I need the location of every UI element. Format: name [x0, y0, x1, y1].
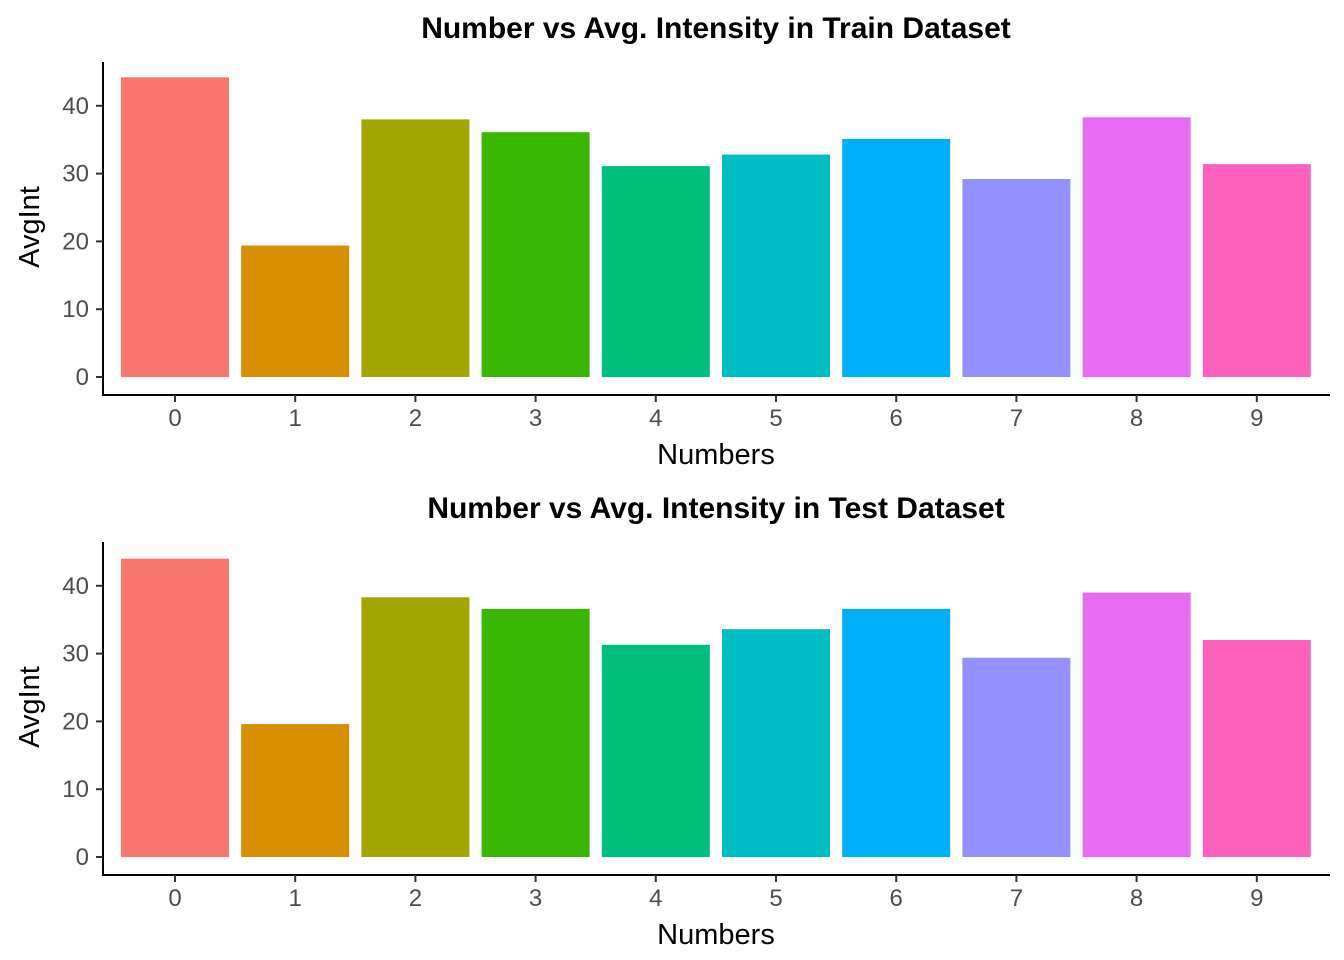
chart-title: Number vs Avg. Intensity in Test Dataset	[427, 492, 1004, 525]
x-tick-label: 0	[168, 885, 181, 912]
y-tick-label: 10	[62, 296, 89, 323]
bar-1	[241, 724, 350, 857]
bar-2	[361, 597, 470, 857]
x-tick-label: 5	[769, 405, 782, 432]
bar-8	[1082, 592, 1191, 857]
x-tick-label: 1	[289, 405, 302, 432]
bar-0	[121, 77, 229, 378]
bar-4	[601, 644, 710, 857]
x-tick-label: 1	[289, 885, 302, 912]
bar-1	[241, 245, 350, 377]
y-tick-label: 30	[62, 641, 89, 668]
x-tick-label: 4	[649, 885, 662, 912]
bars-group	[121, 77, 1311, 378]
bar-3	[481, 132, 590, 377]
x-tick-label: 8	[1130, 885, 1143, 912]
x-axis-title: Numbers	[657, 439, 775, 471]
x-axis-title: Numbers	[657, 919, 775, 951]
bars-group	[121, 558, 1311, 857]
x-ticks-group: 0 1 2 3 4 5 6 7 8 9	[168, 875, 1263, 912]
y-tick-label: 20	[62, 708, 89, 735]
x-tick-label: 2	[409, 885, 422, 912]
y-ticks-group: 0 10 20 30 40	[62, 573, 103, 871]
bar-3	[481, 608, 590, 857]
chart-title: Number vs Avg. Intensity in Train Datase…	[421, 12, 1011, 45]
bar-5	[722, 629, 830, 857]
x-tick-label: 8	[1130, 405, 1143, 432]
y-tick-label: 0	[76, 844, 89, 871]
x-tick-label: 7	[1010, 885, 1023, 912]
y-tick-label: 20	[62, 228, 89, 255]
y-tick-label: 40	[62, 573, 89, 600]
bar-7	[962, 179, 1071, 377]
train-bar-chart: Number vs Avg. Intensity in Train Datase…	[14, 12, 1330, 471]
x-tick-label: 6	[890, 885, 903, 912]
bar-7	[962, 657, 1071, 857]
test-bar-chart: Number vs Avg. Intensity in Test Dataset…	[14, 492, 1330, 951]
y-ticks-group: 0 10 20 30 40	[62, 93, 103, 391]
y-tick-label: 40	[62, 93, 89, 120]
bar-6	[842, 139, 951, 377]
x-tick-label: 9	[1250, 885, 1263, 912]
bar-4	[601, 166, 710, 377]
bar-0	[121, 558, 229, 857]
bar-9	[1202, 640, 1311, 857]
x-tick-label: 7	[1010, 405, 1023, 432]
bar-2	[361, 119, 470, 378]
x-tick-label: 3	[529, 885, 542, 912]
bar-9	[1202, 164, 1311, 377]
x-tick-label: 4	[649, 405, 662, 432]
x-tick-label: 3	[529, 405, 542, 432]
y-tick-label: 0	[76, 364, 89, 391]
y-tick-label: 10	[62, 776, 89, 803]
x-tick-label: 5	[769, 885, 782, 912]
x-tick-label: 9	[1250, 405, 1263, 432]
y-axis-title: AvgInt	[14, 186, 46, 268]
x-ticks-group: 0 1 2 3 4 5 6 7 8 9	[168, 395, 1263, 432]
x-tick-label: 0	[168, 405, 181, 432]
bar-8	[1082, 117, 1191, 378]
y-axis-title: AvgInt	[14, 666, 46, 748]
y-tick-label: 30	[62, 161, 89, 188]
x-tick-label: 6	[890, 405, 903, 432]
x-tick-label: 2	[409, 405, 422, 432]
bar-6	[842, 608, 951, 857]
bar-5	[722, 154, 830, 377]
